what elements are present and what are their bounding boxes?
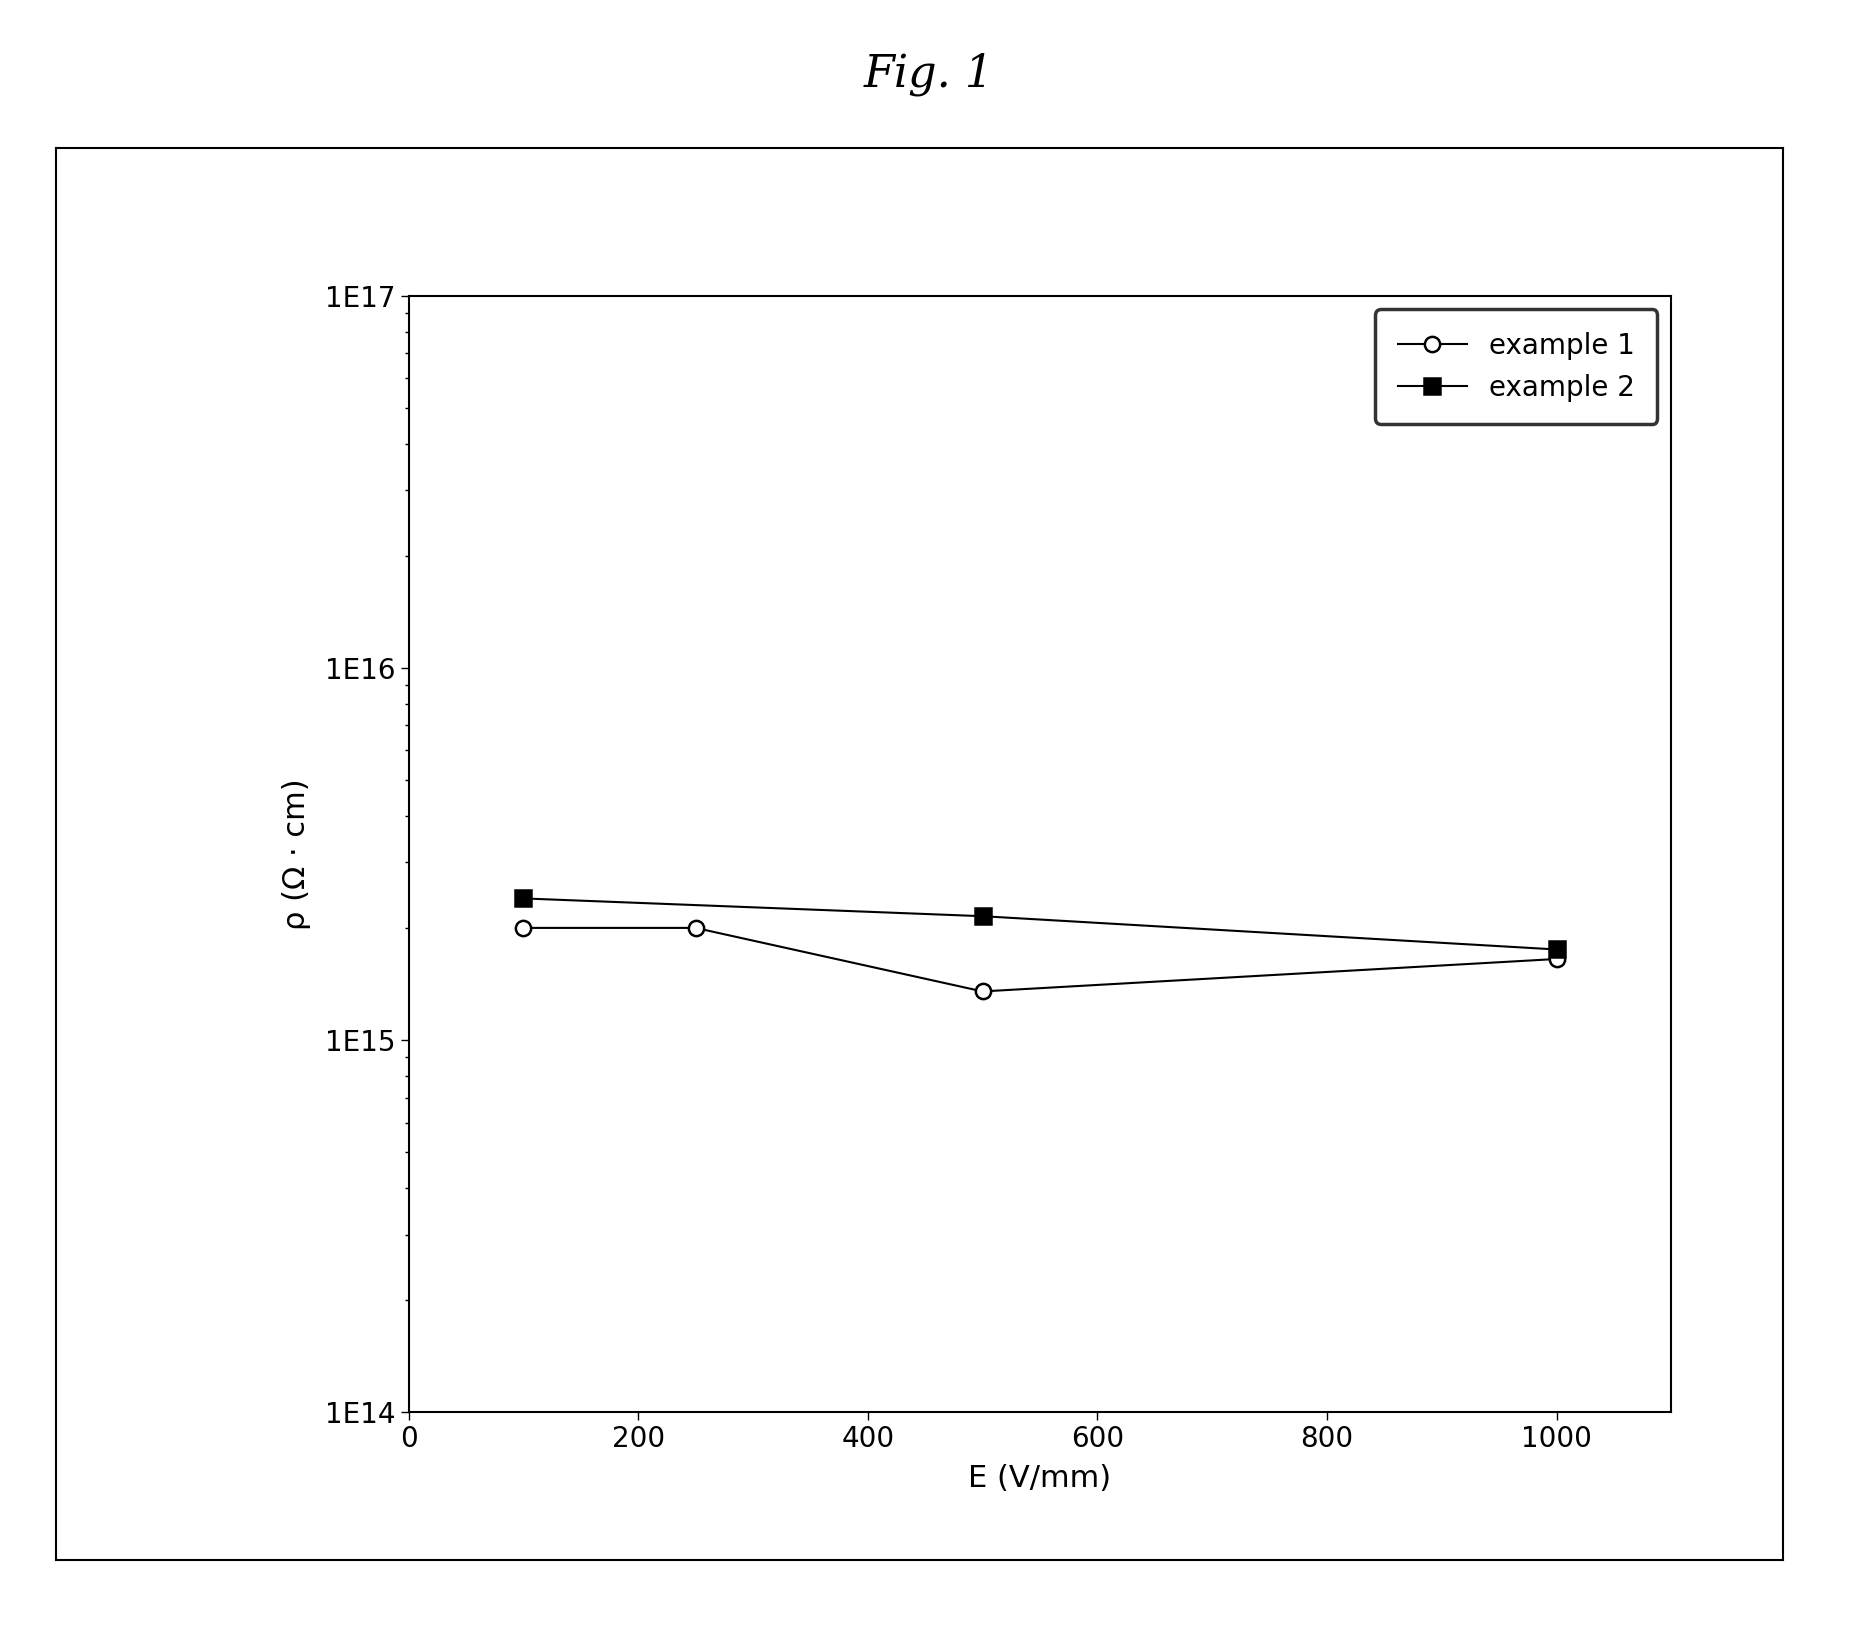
example 1 xyxy=(1545,949,1567,969)
example 2 xyxy=(971,906,993,926)
Y-axis label: ρ (Ω · cm): ρ (Ω · cm) xyxy=(282,778,310,929)
Line: example 1: example 1 xyxy=(516,920,1564,998)
example 2 xyxy=(513,888,535,908)
X-axis label: E (V/mm): E (V/mm) xyxy=(967,1465,1112,1494)
Legend: example 1, example 2: example 1, example 2 xyxy=(1376,309,1658,424)
example 1 xyxy=(513,918,535,938)
example 1 xyxy=(971,982,993,1002)
Line: example 2: example 2 xyxy=(516,890,1564,957)
example 1 xyxy=(685,918,708,938)
example 2 xyxy=(1545,939,1567,959)
Text: Fig. 1: Fig. 1 xyxy=(864,53,993,95)
